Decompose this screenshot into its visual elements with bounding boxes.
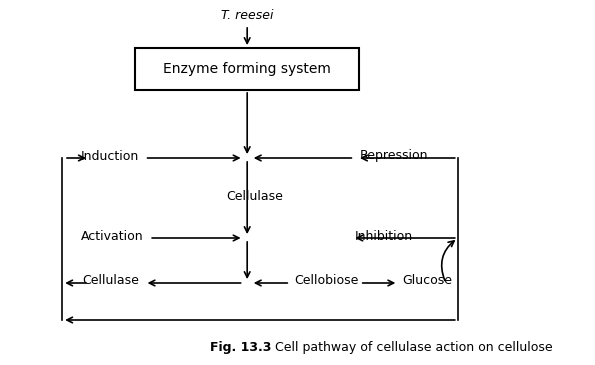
Text: Induction: Induction [81, 150, 139, 162]
Text: Enzyme forming system: Enzyme forming system [163, 62, 331, 76]
Text: T. reesei: T. reesei [221, 9, 274, 22]
Text: Cell pathway of cellulase action on cellulose: Cell pathway of cellulase action on cell… [271, 341, 553, 353]
Text: Fig. 13.3: Fig. 13.3 [210, 341, 271, 353]
Text: Cellulase: Cellulase [82, 274, 139, 288]
FancyBboxPatch shape [136, 48, 359, 90]
Text: Inhibition: Inhibition [355, 230, 414, 242]
Text: Glucose: Glucose [403, 274, 453, 288]
Text: Repression: Repression [360, 150, 428, 162]
Text: Activation: Activation [81, 230, 144, 242]
Text: Cellobiose: Cellobiose [295, 274, 359, 288]
Text: Cellulase: Cellulase [226, 189, 283, 203]
